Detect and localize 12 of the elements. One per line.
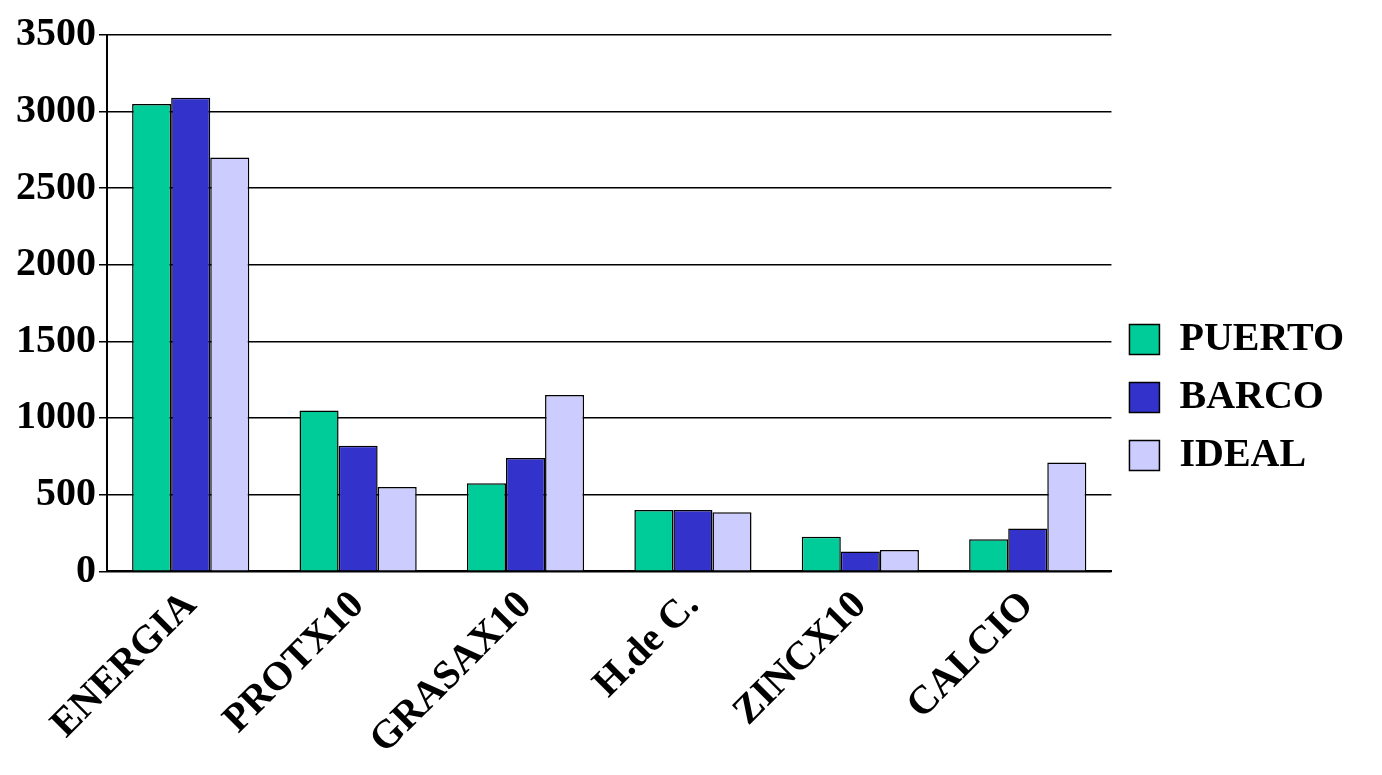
legend-label: PUERTO (1179, 313, 1345, 359)
y-tick-label: 1000 (16, 392, 96, 438)
y-tick-label: 0 (76, 545, 96, 591)
y-tick-label: 3000 (16, 85, 96, 131)
legend-label: IDEAL (1179, 429, 1307, 475)
y-tick-label: 2000 (16, 239, 96, 285)
y-tick-label: 500 (36, 469, 96, 515)
y-tick-label: 2500 (16, 162, 96, 208)
legend-label: BARCO (1179, 371, 1324, 417)
x-tick-label: H.de C. (582, 581, 707, 705)
y-tick-label: 1500 (16, 315, 96, 361)
y-tick-label: 3500 (16, 9, 96, 55)
